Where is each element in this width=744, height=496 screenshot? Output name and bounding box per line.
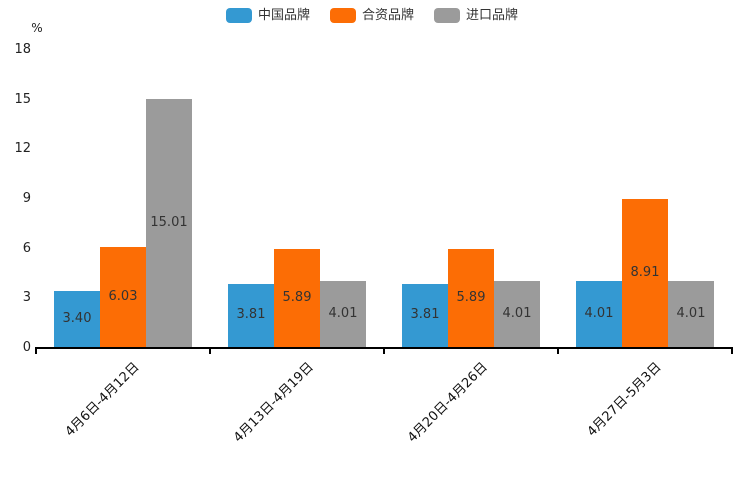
- x-axis-category-label: 4月20日-4月26日: [404, 359, 491, 446]
- y-axis-tick-label: 3: [22, 290, 31, 306]
- x-axis-category-label: 4月27日-5月3日: [584, 359, 665, 440]
- legend-swatch-icon: [225, 8, 252, 23]
- x-axis-category-label: 4月6日-4月12日: [62, 359, 143, 440]
- legend-item-1[interactable]: 中国品牌: [225, 8, 310, 23]
- legend-label: 合资品牌: [361, 8, 414, 23]
- y-axis-tick-label: 12: [14, 141, 31, 157]
- y-axis-tick-label: 9: [22, 191, 31, 206]
- legend-label: 进口品牌: [466, 8, 519, 23]
- bar-series1-group4[interactable]: [576, 280, 622, 347]
- bar-value-label: 15.01: [150, 214, 188, 230]
- bar-value-label: 4.01: [328, 305, 358, 321]
- x-axis-tick: [383, 347, 385, 354]
- legend-swatch-icon: [434, 8, 460, 23]
- bar-series2-group3[interactable]: [448, 249, 494, 347]
- bar-value-label: 8.91: [630, 265, 660, 281]
- legend-item-3[interactable]: 进口品牌: [434, 8, 518, 23]
- bar-value-label: 5.89: [456, 290, 486, 306]
- bar-series2-group2[interactable]: [274, 249, 320, 347]
- legend-swatch-icon: [329, 8, 356, 23]
- bar-series2-group4[interactable]: [622, 199, 668, 347]
- y-axis-tick-label: 6: [22, 240, 31, 256]
- x-axis-tick: [209, 347, 211, 354]
- bar-value-label: 3.81: [236, 307, 266, 323]
- bar-series2-group1[interactable]: [100, 247, 146, 347]
- legend-item-2[interactable]: 合资品牌: [329, 8, 414, 23]
- bar-series1-group1[interactable]: [54, 290, 100, 347]
- bar-value-label: 4.01: [502, 305, 532, 321]
- bar-series3-group1[interactable]: [146, 98, 192, 347]
- bar-value-label: 3.81: [410, 307, 440, 323]
- y-axis-tick-label: 18: [14, 42, 31, 57]
- x-axis-tick: [35, 347, 37, 354]
- bar-value-label: 3.40: [62, 310, 92, 326]
- y-axis-unit-label: %: [31, 21, 43, 35]
- bar-series3-group3[interactable]: [494, 280, 540, 347]
- x-axis-category-label: 4月13日-4月19日: [230, 359, 317, 446]
- bar-value-label: 4.01: [584, 305, 614, 321]
- x-axis-tick: [731, 347, 733, 354]
- legend-label: 中国品牌: [257, 8, 310, 23]
- legend: 中国品牌 合资品牌 进口品牌: [0, 8, 744, 23]
- bar-value-label: 4.01: [676, 305, 706, 321]
- bar-series1-group3[interactable]: [402, 283, 448, 347]
- bar-value-label: 6.03: [108, 289, 138, 305]
- bar-value-label: 5.89: [282, 290, 312, 306]
- y-axis-tick-label: 0: [22, 340, 31, 355]
- bar-series3-group4[interactable]: [668, 280, 714, 347]
- bar-series1-group2[interactable]: [228, 283, 274, 347]
- x-axis-tick: [557, 347, 559, 354]
- y-axis-tick-label: 15: [14, 91, 31, 107]
- bar-series3-group2[interactable]: [320, 280, 366, 347]
